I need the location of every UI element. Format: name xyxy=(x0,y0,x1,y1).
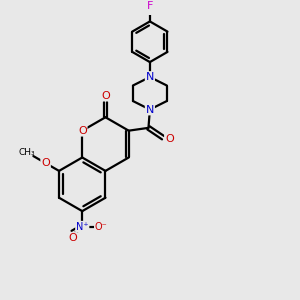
Text: O: O xyxy=(165,134,174,144)
Text: CH₃: CH₃ xyxy=(18,148,35,157)
Text: O: O xyxy=(68,233,77,243)
Text: N: N xyxy=(146,104,154,115)
Text: N: N xyxy=(146,72,154,82)
Text: O: O xyxy=(41,158,50,168)
Text: O⁻: O⁻ xyxy=(95,222,107,232)
Text: F: F xyxy=(147,1,153,11)
Text: O: O xyxy=(101,91,110,100)
Text: O: O xyxy=(78,126,87,136)
Text: N⁺: N⁺ xyxy=(76,222,88,232)
